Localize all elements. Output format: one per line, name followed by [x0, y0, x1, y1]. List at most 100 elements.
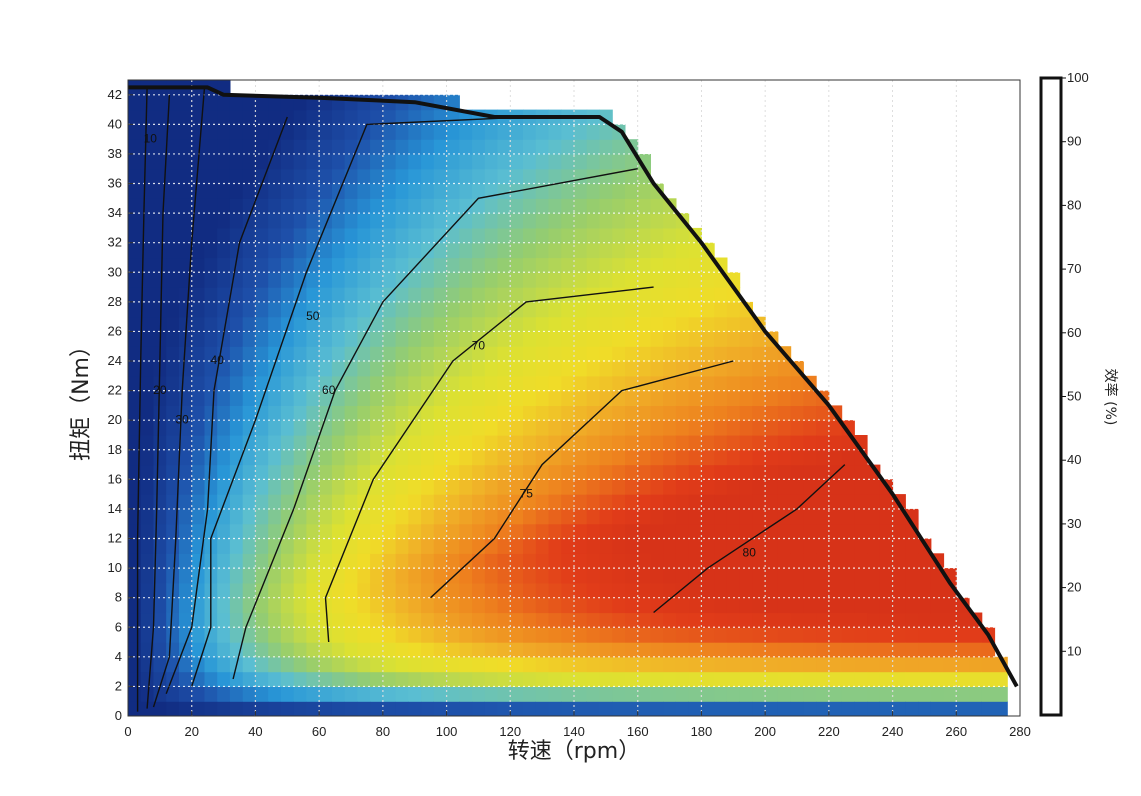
- heatmap-cell: [777, 420, 792, 436]
- heatmap-cell: [179, 464, 193, 480]
- heatmap-cell: [280, 568, 295, 584]
- heatmap-cell: [663, 316, 677, 333]
- heatmap-cell: [918, 642, 932, 658]
- heatmap-cell: [153, 701, 167, 716]
- heatmap-cell: [319, 375, 333, 392]
- heatmap-cell: [153, 568, 167, 584]
- heatmap-cell: [179, 227, 193, 244]
- heatmap-cell: [714, 642, 728, 658]
- heatmap-cell: [701, 538, 715, 554]
- heatmap-cell: [153, 464, 167, 480]
- heatmap-cell: [497, 331, 511, 347]
- heatmap-cell: [510, 508, 524, 525]
- x-tick-label: 80: [376, 724, 390, 739]
- heatmap-cell: [382, 198, 397, 214]
- heatmap-cell: [140, 420, 154, 436]
- heatmap-cell: [969, 701, 983, 716]
- heatmap-cell: [280, 272, 295, 288]
- heatmap-cell: [128, 479, 142, 495]
- heatmap-cell: [306, 553, 320, 569]
- heatmap-cell: [433, 494, 448, 510]
- heatmap-cell: [382, 538, 397, 554]
- heatmap-cell: [280, 582, 295, 599]
- heatmap-cell: [166, 435, 180, 451]
- heatmap-cell: [408, 449, 422, 466]
- heatmap-cell: [217, 671, 231, 687]
- heatmap-cell: [331, 168, 346, 185]
- heatmap-cell: [204, 390, 218, 406]
- heatmap-cell: [484, 361, 499, 377]
- heatmap-cell: [408, 568, 422, 584]
- heatmap-cell: [191, 139, 205, 155]
- heatmap-cell: [382, 272, 397, 288]
- heatmap-cell: [382, 686, 397, 702]
- heatmap-cell: [446, 538, 460, 554]
- x-tick-label: 260: [945, 724, 967, 739]
- heatmap-cell: [319, 168, 333, 185]
- heatmap-cell: [370, 139, 384, 155]
- heatmap-cell: [191, 124, 205, 140]
- heatmap-cell: [497, 183, 511, 199]
- heatmap-cell: [319, 435, 333, 451]
- heatmap-cell: [854, 508, 868, 525]
- heatmap-cell: [828, 671, 843, 687]
- heatmap-cell: [459, 154, 473, 170]
- heatmap-cell: [306, 139, 320, 155]
- y-tick-label: 0: [115, 708, 122, 723]
- heatmap-cell: [433, 435, 448, 451]
- heatmap-cell: [408, 508, 422, 525]
- heatmap-cell: [574, 361, 588, 377]
- contour-line-75: [430, 360, 734, 599]
- heatmap-cell: [382, 582, 397, 599]
- heatmap-cell: [421, 227, 435, 244]
- heatmap-cell: [306, 375, 320, 392]
- heatmap-cell: [268, 449, 282, 466]
- heatmap-cell: [268, 109, 282, 125]
- heatmap-cell: [421, 435, 435, 451]
- heatmap-cell: [943, 627, 957, 643]
- heatmap-cell: [331, 656, 346, 673]
- heatmap-cell: [765, 435, 779, 451]
- heatmap-cell: [510, 568, 524, 584]
- heatmap-cell: [943, 597, 957, 614]
- heatmap-cell: [841, 671, 855, 687]
- heatmap-cell: [561, 582, 575, 599]
- heatmap-cell: [714, 257, 728, 273]
- heatmap-cell: [459, 331, 473, 347]
- heatmap-cell: [459, 582, 473, 599]
- heatmap-cell: [816, 449, 830, 466]
- heatmap-cell: [446, 405, 460, 421]
- heatmap-cell: [726, 331, 741, 347]
- heatmap-cell: [561, 464, 575, 480]
- heatmap-cell: [191, 479, 205, 495]
- heatmap-cell: [930, 642, 945, 658]
- heatmap-cell: [918, 597, 932, 614]
- heatmap-cell: [229, 435, 244, 451]
- heatmap-cell: [688, 597, 702, 614]
- heatmap-cell: [446, 213, 460, 229]
- heatmap-cell: [574, 435, 588, 451]
- heatmap-cell: [319, 494, 333, 510]
- heatmap-cell: [242, 124, 256, 140]
- heatmap-cell: [319, 553, 333, 569]
- heatmap-cell: [548, 257, 562, 273]
- heatmap-cell: [548, 390, 562, 406]
- heatmap-cell: [765, 627, 779, 643]
- heatmap-cell: [280, 671, 295, 687]
- heatmap-cell: [293, 109, 307, 125]
- heatmap-cell: [586, 227, 600, 244]
- heatmap-cell: [472, 538, 486, 554]
- x-tick-label: 160: [627, 724, 649, 739]
- colorbar-tick-label: 30: [1067, 516, 1081, 531]
- heatmap-cell: [408, 420, 422, 436]
- heatmap-cell: [637, 642, 651, 658]
- heatmap-cell: [408, 198, 422, 214]
- heatmap-cell: [153, 627, 167, 643]
- heatmap-cell: [306, 227, 320, 244]
- heatmap-cell: [574, 405, 588, 421]
- heatmap-cell: [650, 257, 664, 273]
- heatmap-cell: [446, 198, 460, 214]
- heatmap-cell: [280, 154, 295, 170]
- heatmap-cell: [535, 642, 550, 658]
- heatmap-cell: [421, 538, 435, 554]
